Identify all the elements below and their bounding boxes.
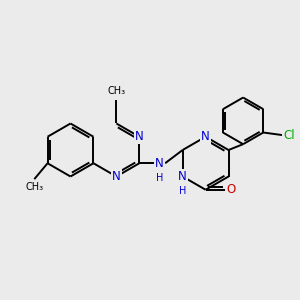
Text: N: N — [112, 170, 121, 183]
Text: Cl: Cl — [283, 129, 295, 142]
Text: H: H — [179, 186, 186, 196]
Text: CH₃: CH₃ — [107, 86, 125, 96]
Text: H: H — [155, 173, 163, 183]
Text: N: N — [155, 157, 164, 170]
Text: CH₃: CH₃ — [25, 182, 44, 192]
Text: N: N — [135, 130, 144, 143]
Text: N: N — [178, 170, 187, 183]
Text: N: N — [201, 130, 210, 143]
Text: O: O — [226, 183, 236, 196]
